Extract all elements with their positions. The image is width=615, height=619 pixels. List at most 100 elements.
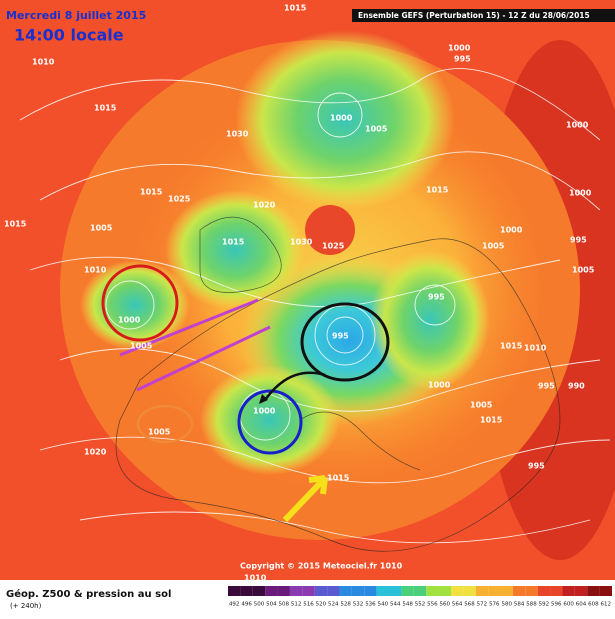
isobar-label: 1000 (500, 226, 523, 235)
time: 14:00 locale (14, 26, 124, 45)
colorbar: 492 496 500 504 508 512 516 520 524 528 532 536 540 5… (228, 586, 612, 608)
isobar-label: 1030 (290, 238, 313, 247)
magenta-line (136, 325, 271, 392)
colorbar-swatch (500, 586, 513, 596)
isobar-label: 1010 (32, 58, 55, 67)
colorbar-swatch (376, 586, 390, 596)
colorbar-swatch (599, 586, 612, 596)
colorbar-label: 600 (563, 602, 574, 608)
isobar-labels: 1015 1010 1015 1030 1000 1005 1000 995 1… (4, 4, 595, 583)
blue-circle (237, 389, 303, 455)
isobar-label: 1000 (448, 44, 471, 53)
colorbar-label: 608 (588, 602, 599, 608)
isobar-label: 1025 (168, 195, 191, 204)
colorbar-swatch (389, 586, 402, 596)
colorbar-swatch (450, 586, 464, 596)
red-circle (101, 264, 179, 342)
isobar-label: 1020 (84, 448, 107, 457)
isobar-label: 1015 (480, 416, 503, 425)
colorbar-label: 580 (501, 602, 512, 608)
colorbar-label: 508 (278, 602, 289, 608)
isobar-label: 1000 (253, 407, 276, 416)
isobar-label: 1010 (244, 574, 267, 583)
colorbar-label: 512 (291, 602, 302, 608)
colorbar-swatch (537, 586, 551, 596)
colorbar-swatch (438, 586, 451, 596)
isobars (19, 68, 611, 544)
colorbar-label: 576 (489, 602, 500, 608)
isobar-label: 995 (570, 236, 587, 245)
colorbar-swatch (426, 586, 439, 596)
isobar-label: 995 (538, 382, 555, 391)
colorbar-swatch (240, 586, 253, 596)
colorbar-swatch (574, 586, 588, 596)
colorbar-swatch (228, 586, 241, 596)
isobar-label: 1020 (253, 201, 276, 210)
magenta-line (119, 298, 259, 357)
low-north (235, 30, 455, 210)
colorbar-label: 504 (266, 602, 277, 608)
isobar-label: 1000 (569, 189, 592, 198)
colorbar-swatch (401, 586, 414, 596)
colorbar-swatch (587, 586, 600, 596)
isobar-label: 995 (454, 55, 471, 64)
isobar-label: 990 (568, 382, 585, 391)
colorbar-label: 496 (241, 602, 252, 608)
colorbar-swatch (512, 586, 526, 596)
colorbar-swatch (265, 586, 278, 596)
isobar-label: 1005 (365, 125, 388, 134)
isobar-label: 1000 (118, 316, 141, 325)
lead-time: (+ 240h) (10, 602, 42, 610)
isobar-label: 1015 (327, 474, 350, 483)
colorbar-label: 612 (601, 602, 612, 608)
footer (0, 580, 615, 615)
colorbar-label: 500 (254, 602, 265, 608)
colorbar-label: 524 (328, 602, 339, 608)
colorbar-swatch (252, 586, 266, 596)
colorbar-label: 592 (539, 602, 550, 608)
isobar-label: 1015 (4, 220, 27, 229)
colorbar-label: 584 (514, 602, 525, 608)
isobar-label: 1005 (482, 242, 505, 251)
isobar-label: 1015 (284, 4, 307, 13)
isobar-label: 1030 (226, 130, 249, 139)
trajectory-arrow (263, 371, 326, 401)
isobar-label: 1000 (566, 121, 589, 130)
high-pole (305, 205, 355, 255)
isobar-label: 1000 (330, 114, 353, 123)
isobar-label: 1015 (222, 238, 245, 247)
colorbar-swatch (339, 586, 352, 596)
isobar-label: 1005 (130, 342, 153, 351)
colorbar-swatch (277, 586, 290, 596)
colorbar-label: 520 (316, 602, 327, 608)
isobar-label: 1010 (84, 266, 107, 275)
isobar-label: 1010 (524, 344, 547, 353)
yellow-arrow (282, 475, 328, 523)
coastlines (115, 216, 561, 552)
colorbar-label: 560 (440, 602, 451, 608)
isobar-label: 1005 (572, 266, 595, 275)
low-greenland (165, 190, 305, 310)
low-atlantic (200, 365, 340, 475)
colorbar-label: 516 (303, 602, 314, 608)
arrow-head (259, 394, 268, 404)
isobar-label: 995 (528, 462, 545, 471)
isobar-label: 1025 (322, 242, 345, 251)
colorbar-label: 604 (576, 602, 587, 608)
colorbar-label: 536 (365, 602, 376, 608)
colorbar-swatch (488, 586, 501, 596)
colorbar-label: 492 (229, 602, 240, 608)
colorbar-label: 540 (378, 602, 389, 608)
black-circle (300, 302, 390, 382)
footer-title: Géop. Z500 & pression au sol (6, 588, 171, 600)
isobar-label: 1005 (90, 224, 113, 233)
colorbar-swatch (351, 586, 365, 596)
colorbar-swatch (550, 586, 563, 596)
colorbar-swatch (562, 586, 575, 596)
model-info: Ensemble GEFS (Perturbation 15) - 12 Z d… (358, 11, 590, 20)
isobar-label: 995 (332, 332, 349, 341)
isobar-label: 1000 (428, 381, 451, 390)
isobar-label: 1015 (140, 188, 163, 197)
colorbar-label: 572 (477, 602, 488, 608)
colorbar-swatch (525, 586, 538, 596)
